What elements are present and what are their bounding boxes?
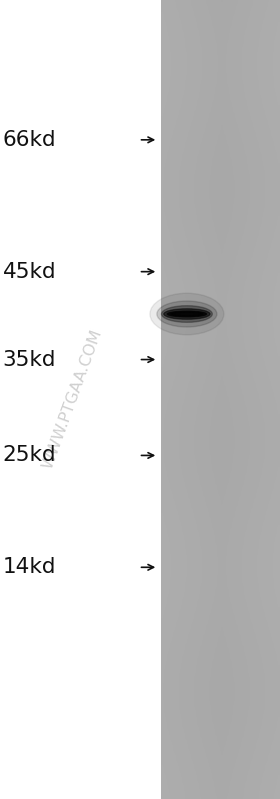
Ellipse shape <box>157 301 217 327</box>
Text: WWW.PTGAA.COM: WWW.PTGAA.COM <box>41 328 105 471</box>
Text: 35kd: 35kd <box>3 349 56 370</box>
Ellipse shape <box>167 311 207 317</box>
Ellipse shape <box>171 312 203 316</box>
Text: 66kd: 66kd <box>3 129 57 150</box>
Ellipse shape <box>150 293 224 335</box>
Text: 45kd: 45kd <box>3 261 57 282</box>
Text: 25kd: 25kd <box>3 445 57 466</box>
Text: 14kd: 14kd <box>3 557 56 578</box>
Ellipse shape <box>164 309 210 319</box>
Ellipse shape <box>162 306 212 322</box>
